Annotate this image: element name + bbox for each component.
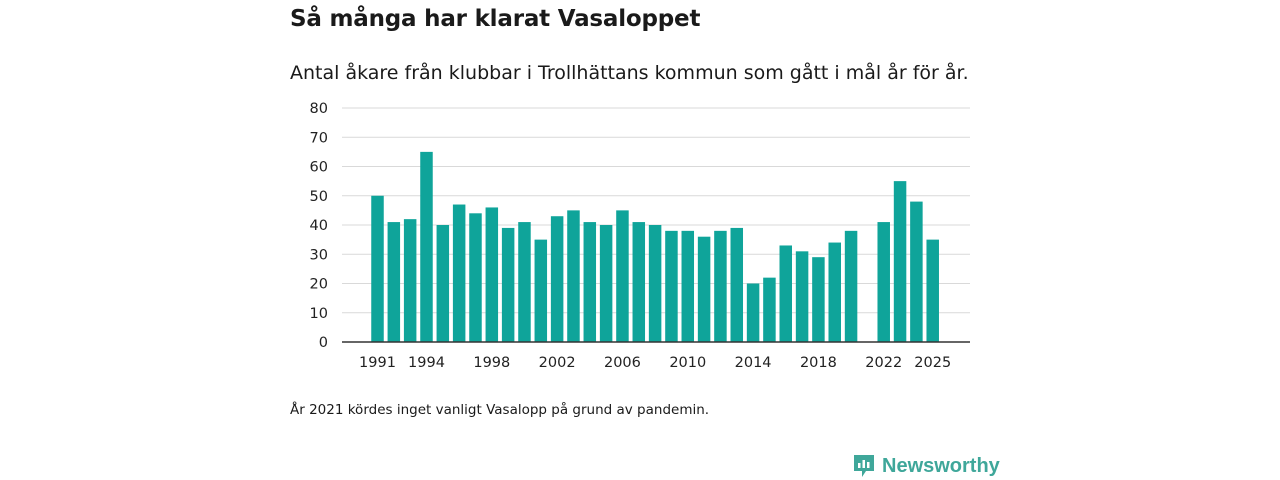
bar-2025: [926, 239, 939, 342]
bar-2004: [583, 222, 597, 342]
bar-2012: [714, 230, 727, 342]
bar-1996: [452, 204, 466, 342]
y-tick-label-10: 10: [310, 306, 328, 322]
footnote: År 2021 kördes inget vanligt Vasalopp på…: [290, 402, 710, 418]
x-tick-label-2018: 2018: [800, 355, 837, 371]
bar-2018: [812, 257, 825, 342]
bar-2019: [828, 242, 841, 342]
bar-2023: [893, 181, 907, 342]
bar-1993: [403, 219, 417, 342]
bar-2020: [844, 230, 858, 342]
bar-2009: [665, 230, 678, 342]
bar-1991: [371, 195, 384, 342]
x-tick-label-2006: 2006: [604, 355, 641, 371]
bar-2007: [632, 222, 646, 342]
bar-2024: [910, 201, 923, 342]
bar-chart: 0 10 20 30 40 50 60 70 80 1991 1994 1998 2002 2006 20…: [310, 101, 970, 371]
y-tick-label-50: 50: [310, 189, 328, 205]
bar-2014: [746, 283, 760, 342]
bar-2016: [779, 245, 792, 342]
newsworthy-logo-icon: [854, 455, 874, 477]
chart-subtitle: Antal åkare från klubbar i Trollhättans …: [290, 62, 969, 84]
y-tick-label-0: 0: [319, 335, 328, 351]
x-tick-label-2022: 2022: [865, 355, 902, 371]
bar-2015: [763, 277, 776, 342]
bar-2002: [550, 216, 564, 342]
y-tick-label-70: 70: [310, 130, 328, 146]
x-axis-ticks: 1991 1994 1998 2002 2006 2010 2014 2018 2022 2025: [359, 355, 951, 371]
bar-2000: [518, 222, 531, 342]
bar-2013: [730, 227, 744, 342]
bar-1995: [436, 225, 450, 342]
bar-2017: [795, 251, 809, 342]
bar-1994: [420, 151, 433, 342]
brand-logo: Newsworthy: [852, 452, 1000, 480]
x-tick-label-1994: 1994: [408, 355, 445, 371]
x-tick-label-1991: 1991: [359, 355, 396, 371]
bar-1992: [387, 222, 401, 342]
bar-2005: [599, 225, 613, 342]
bar-2006: [616, 210, 629, 342]
y-axis-ticks: 0 10 20 30 40 50 60 70 80: [310, 101, 328, 351]
y-tick-label-20: 20: [310, 277, 328, 293]
bar-2008: [648, 225, 662, 342]
bar-2001: [534, 239, 548, 342]
bar-1997: [469, 213, 482, 342]
bar-1999: [501, 227, 515, 342]
x-tick-label-2025: 2025: [914, 355, 951, 371]
y-tick-label-80: 80: [310, 101, 328, 117]
brand-name: Newsworthy: [882, 454, 1000, 477]
bar-2022: [877, 222, 890, 342]
bar-2003: [567, 210, 580, 342]
x-tick-label-1998: 1998: [473, 355, 510, 371]
bars: [371, 151, 939, 342]
y-tick-label-60: 60: [310, 160, 328, 176]
x-tick-label-2014: 2014: [735, 355, 772, 371]
bar-1998: [485, 207, 499, 342]
bar-2011: [697, 236, 711, 342]
chart-title: Så många har klarat Vasaloppet: [290, 6, 701, 32]
x-tick-label-2002: 2002: [539, 355, 576, 371]
y-tick-label-40: 40: [310, 218, 328, 234]
y-tick-label-30: 30: [310, 247, 328, 263]
x-tick-label-2010: 2010: [669, 355, 706, 371]
bar-2010: [681, 230, 695, 342]
